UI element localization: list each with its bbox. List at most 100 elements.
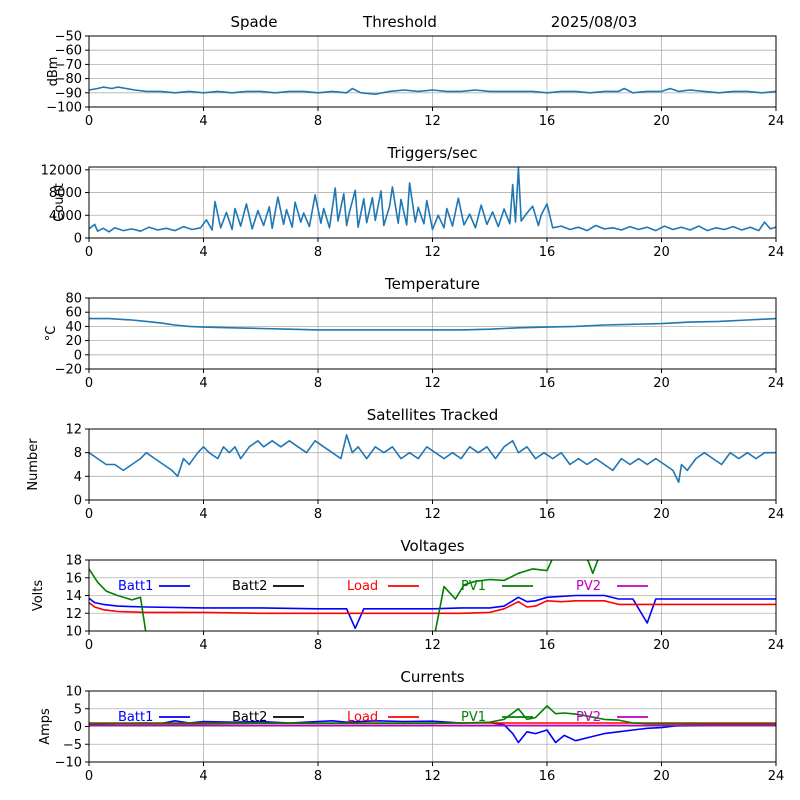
x-tick-label: 12 <box>424 638 441 653</box>
y-tick-label: 12 <box>65 423 82 438</box>
panel-currents: 0 4 8 12 16 20 24 −10 −5 0 5 10 Currents Amps Batt1 Bat… <box>38 668 784 784</box>
legend-label-load: Load <box>347 579 378 594</box>
y-tick-label: 0 <box>74 494 82 509</box>
panel-triggers: 0 4 8 12 16 20 24 0 4000 8000 12000 Triggers/sec Cou… <box>41 144 785 260</box>
series-group <box>89 317 776 331</box>
x-tick-label: 4 <box>199 245 207 260</box>
y-axis-label: Count <box>52 183 67 222</box>
panel-satellites: 0 4 8 12 16 20 24 0 4 8 12 Satellites Tracked Number <box>26 406 784 522</box>
header-date: 2025/08/03 <box>551 13 637 31</box>
series-group <box>89 705 776 744</box>
y-tick-label: −70 <box>55 58 82 73</box>
panel-threshold: 0 4 8 12 16 20 24 −100−90−80−70−60−50 dBm <box>46 30 784 130</box>
x-tick-label: 16 <box>539 114 556 129</box>
x-tick-label: 4 <box>199 638 207 653</box>
x-tick-label: 12 <box>424 114 441 129</box>
x-tick-label: 4 <box>199 507 207 522</box>
x-tick-label: 0 <box>85 769 93 784</box>
x-tick-label: 4 <box>199 114 207 129</box>
x-tick-label: 12 <box>424 507 441 522</box>
x-tick-label: 8 <box>314 376 322 391</box>
x-tick-label: 20 <box>653 114 670 129</box>
y-tick-label: 8 <box>74 446 82 461</box>
y-tick-label: −10 <box>55 756 82 771</box>
y-tick-label: −60 <box>55 44 82 59</box>
y-tick-label: 16 <box>65 571 82 586</box>
y-tick-label: −100 <box>46 101 82 116</box>
y-tick-label: 0 <box>74 232 82 247</box>
y-axis-label: °C <box>44 326 59 342</box>
y-tick-label: 0 <box>74 720 82 735</box>
legend-label-pv2: PV2 <box>576 579 601 594</box>
x-tick-label: 8 <box>314 769 322 784</box>
x-tick-label: 16 <box>539 769 556 784</box>
y-tick-label: −50 <box>55 30 82 45</box>
y-tick-label: 5 <box>74 702 82 717</box>
x-tick-label: 0 <box>85 245 93 260</box>
header-station: Spade <box>231 13 278 31</box>
y-tick-label: 14 <box>65 589 82 604</box>
x-tick-label: 16 <box>539 245 556 260</box>
y-tick-label: 12000 <box>41 163 82 178</box>
x-tick-label: 0 <box>85 376 93 391</box>
series-line-pv1 <box>89 560 599 631</box>
x-tick-label: 20 <box>653 376 670 391</box>
x-tick-label: 0 <box>85 114 93 129</box>
legend-label-pv1: PV1 <box>461 579 486 594</box>
panel-title: Currents <box>400 668 464 686</box>
x-tick-label: 8 <box>314 638 322 653</box>
panel-title: Satellites Tracked <box>367 406 498 424</box>
series-group <box>89 86 776 95</box>
y-tick-label: 80 <box>65 292 82 307</box>
header-label: Threshold <box>362 13 437 31</box>
x-tick-label: 8 <box>314 245 322 260</box>
y-axis-label: Number <box>26 438 41 491</box>
x-tick-label: 0 <box>85 638 93 653</box>
y-tick-label: −20 <box>55 363 82 378</box>
legend-label-pv2: PV2 <box>576 710 601 725</box>
series-line-pv1 <box>89 705 776 725</box>
x-tick-label: 24 <box>768 245 785 260</box>
legend-label-load: Load <box>347 710 378 725</box>
x-tick-label: 4 <box>199 376 207 391</box>
x-tick-label: 16 <box>539 638 556 653</box>
x-tick-label: 20 <box>653 245 670 260</box>
x-tick-label: 0 <box>85 507 93 522</box>
y-tick-label: −90 <box>55 86 82 101</box>
y-tick-label: −5 <box>63 738 82 753</box>
panel-title: Triggers/sec <box>387 144 478 162</box>
x-tick-label: 20 <box>653 638 670 653</box>
panel-voltages: 0 4 8 12 16 20 24 10 12 14 16 18 Voltages Volts Batt1 B… <box>31 537 784 653</box>
x-tick-label: 24 <box>768 769 785 784</box>
y-tick-label: 60 <box>65 306 82 321</box>
y-axis-label: Amps <box>38 708 53 745</box>
x-tick-label: 24 <box>768 507 785 522</box>
y-tick-label: 12 <box>65 607 82 622</box>
y-tick-label: 18 <box>65 554 82 569</box>
x-tick-label: 4 <box>199 769 207 784</box>
y-tick-label: 20 <box>65 334 82 349</box>
legend-label-batt1: Batt1 <box>118 710 153 725</box>
x-tick-label: 12 <box>424 245 441 260</box>
series-line-batt1 <box>89 594 776 630</box>
legend-label-pv1: PV1 <box>461 710 486 725</box>
series-line-main <box>89 86 776 95</box>
y-tick-label: 4000 <box>49 209 82 224</box>
x-tick-label: 8 <box>314 114 322 129</box>
series-line-main <box>89 317 776 331</box>
series-group <box>89 167 776 233</box>
series-group <box>89 434 776 484</box>
x-tick-label: 12 <box>424 376 441 391</box>
series-line-load <box>89 600 776 615</box>
legend-label-batt2: Batt2 <box>232 710 267 725</box>
x-tick-label: 12 <box>424 769 441 784</box>
y-tick-label: 0 <box>74 348 82 363</box>
series-line-main <box>89 167 776 233</box>
x-tick-label: 20 <box>653 769 670 784</box>
y-tick-label: 4 <box>74 470 82 485</box>
y-tick-label: −80 <box>55 72 82 87</box>
y-axis-label: dBm <box>46 57 61 87</box>
x-tick-label: 24 <box>768 114 785 129</box>
